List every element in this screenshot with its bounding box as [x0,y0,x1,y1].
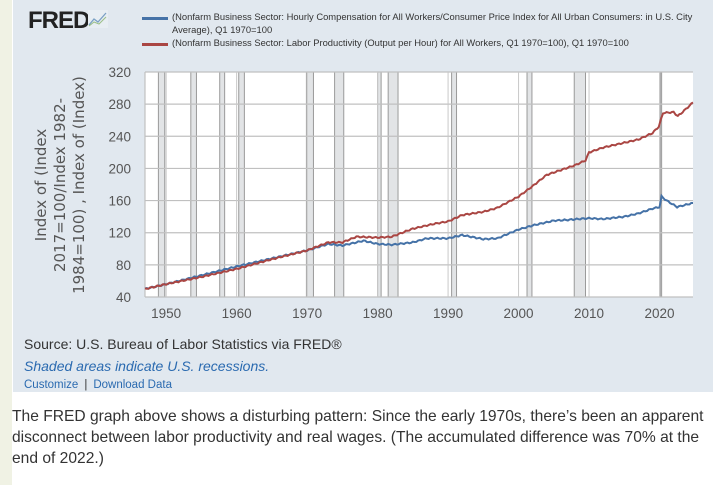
legend-label: (Nonfarm Business Sector: Hourly Compens… [172,11,693,35]
series-line-productivity [144,101,694,290]
recession-band [527,72,532,297]
x-tick-label: 1980 [363,306,393,321]
chart-logo-icon [88,10,108,28]
legend-swatch-red [142,43,168,46]
download-data-link[interactable]: Download Data [93,379,172,391]
legend-item-compensation: (Nonfarm Business Sector: Hourly Compens… [142,10,713,36]
left-strip [0,0,12,485]
graph-links: Customize | Download Data [24,379,172,391]
y-tick-label: 40 [116,290,131,305]
recession-band [451,72,457,297]
x-tick-label: 1970 [292,306,322,321]
recession-band [158,72,165,297]
recession-band [660,72,662,297]
x-tick-label: 1950 [151,306,181,321]
x-tick-label: 2000 [504,306,534,321]
recession-note: Shaded areas indicate U.S. recessions. [24,358,270,374]
x-tick-label: 2010 [574,306,604,321]
x-tick-label: 1960 [222,306,252,321]
y-tick-label: 80 [116,258,131,273]
series-line-compensation [144,193,694,290]
body-paragraph: The FRED graph above shows a disturbing … [12,408,704,467]
x-tick-label: 2020 [644,306,674,321]
y-axis-label: Index of (Index2017=100/Index 1982-1984=… [32,76,88,294]
recession-band [574,72,586,297]
recession-band [334,72,344,297]
recession-band [388,72,399,297]
recession-band [219,72,225,297]
legend-label: (Nonfarm Business Sector: Labor Producti… [172,37,629,48]
y-tick-label: 200 [108,161,131,176]
link-separator: | [84,379,88,391]
recession-band [238,72,245,297]
recession-band [306,72,314,297]
recession-band [377,72,382,297]
legend-swatch-blue [142,17,168,20]
y-tick-label: 240 [108,129,131,144]
legend-item-productivity: (Nonfarm Business Sector: Labor Producti… [142,36,713,49]
recession-band [190,72,197,297]
fred-logo[interactable]: FRED [28,7,90,34]
x-tick-label: 1990 [433,306,463,321]
line-chart: 40 80 120 160 200 240 280 320 1950 1960 1970 1980 19… [32,65,694,321]
source-text: Source: U.S. Bureau of Labor Statistics … [24,336,342,352]
y-tick-label: 120 [108,226,131,241]
plot-area [145,72,693,297]
y-tick-label: 280 [108,97,131,112]
y-tick-label: 320 [108,65,131,80]
legend: (Nonfarm Business Sector: Hourly Compens… [142,10,713,49]
customize-link[interactable]: Customize [24,379,79,391]
y-tick-label: 160 [108,194,131,209]
